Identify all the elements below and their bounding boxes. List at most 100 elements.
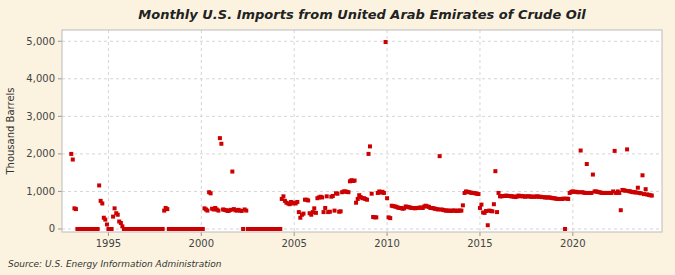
- tick-mark: [201, 232, 202, 236]
- point: [438, 154, 442, 158]
- point: [219, 142, 223, 146]
- point: [365, 198, 369, 202]
- grid-line: [62, 116, 662, 117]
- point: [476, 192, 480, 196]
- point: [230, 170, 234, 174]
- point: [216, 209, 220, 213]
- point: [97, 183, 101, 187]
- point: [301, 212, 305, 216]
- tick-mark: [479, 232, 480, 236]
- point: [71, 158, 75, 162]
- point: [165, 207, 169, 211]
- grid: [62, 30, 662, 232]
- tick-mark: [58, 116, 62, 117]
- point: [566, 197, 570, 201]
- tick-label: 2015: [467, 238, 492, 249]
- point: [339, 209, 343, 213]
- point: [103, 218, 107, 222]
- plot-frame: [62, 30, 662, 232]
- point: [490, 209, 494, 213]
- chart: 01,0002,0003,0004,0005,00019952000200520…: [0, 0, 675, 275]
- tick-mark: [58, 191, 62, 192]
- point: [650, 194, 654, 198]
- grid-line: [62, 153, 662, 154]
- point: [563, 227, 567, 231]
- point: [354, 201, 358, 205]
- grid-line: [108, 30, 109, 232]
- tick-label: 2010: [374, 238, 399, 249]
- tick-label: 2000: [189, 238, 214, 249]
- tick-mark: [387, 232, 388, 236]
- point: [619, 208, 623, 212]
- point: [100, 201, 104, 205]
- tick-label: 0: [49, 223, 55, 234]
- point: [625, 147, 629, 151]
- point: [385, 196, 389, 200]
- grid-line: [479, 30, 480, 232]
- point: [116, 213, 120, 217]
- point: [218, 136, 222, 140]
- tick-mark: [58, 41, 62, 42]
- axis-label: Thousand Barrels: [5, 87, 16, 175]
- point: [585, 162, 589, 166]
- point: [382, 191, 386, 195]
- point: [591, 173, 595, 177]
- point: [346, 190, 350, 194]
- point: [320, 195, 324, 199]
- point: [110, 227, 114, 231]
- point: [644, 187, 648, 191]
- point: [113, 206, 117, 210]
- title: Monthly U.S. Imports from United Arab Em…: [138, 7, 586, 22]
- point: [479, 203, 483, 207]
- point: [579, 149, 583, 153]
- source-note: Source: U.S. Energy Information Administ…: [8, 259, 222, 269]
- point: [486, 223, 490, 227]
- point: [333, 209, 337, 213]
- point: [306, 198, 310, 202]
- tick-label: 2020: [560, 238, 585, 249]
- tick-label: 1995: [96, 238, 121, 249]
- tick-mark: [58, 78, 62, 79]
- point: [323, 206, 327, 210]
- plot-area: [62, 30, 662, 232]
- tick-label: 4,000: [26, 73, 55, 84]
- grid-line: [572, 30, 573, 232]
- tick-mark: [294, 232, 295, 236]
- point: [636, 186, 640, 190]
- grid-line: [201, 30, 202, 232]
- point: [201, 227, 205, 231]
- point: [493, 169, 497, 173]
- tick-label: 5,000: [26, 36, 55, 47]
- point: [353, 179, 357, 183]
- point: [374, 215, 378, 219]
- point: [388, 216, 392, 220]
- point: [241, 227, 245, 231]
- point: [613, 149, 617, 153]
- tick-mark: [58, 153, 62, 154]
- point: [209, 191, 213, 195]
- point: [640, 173, 644, 177]
- points: [69, 40, 653, 231]
- point: [74, 207, 78, 211]
- point: [312, 206, 316, 210]
- point: [205, 209, 209, 213]
- point: [325, 194, 329, 198]
- point: [328, 210, 332, 214]
- point: [367, 152, 371, 156]
- point: [370, 192, 374, 196]
- point: [495, 210, 499, 214]
- tick-mark: [108, 232, 109, 236]
- point: [322, 210, 326, 214]
- tick-label: 2005: [281, 238, 306, 249]
- point: [295, 200, 299, 204]
- grid-line: [387, 30, 388, 232]
- point: [384, 40, 388, 44]
- point: [281, 194, 285, 198]
- point: [459, 209, 463, 213]
- point: [461, 203, 465, 207]
- point: [244, 209, 248, 213]
- point: [105, 222, 109, 226]
- point: [96, 227, 100, 231]
- point: [368, 144, 372, 148]
- point: [278, 227, 282, 231]
